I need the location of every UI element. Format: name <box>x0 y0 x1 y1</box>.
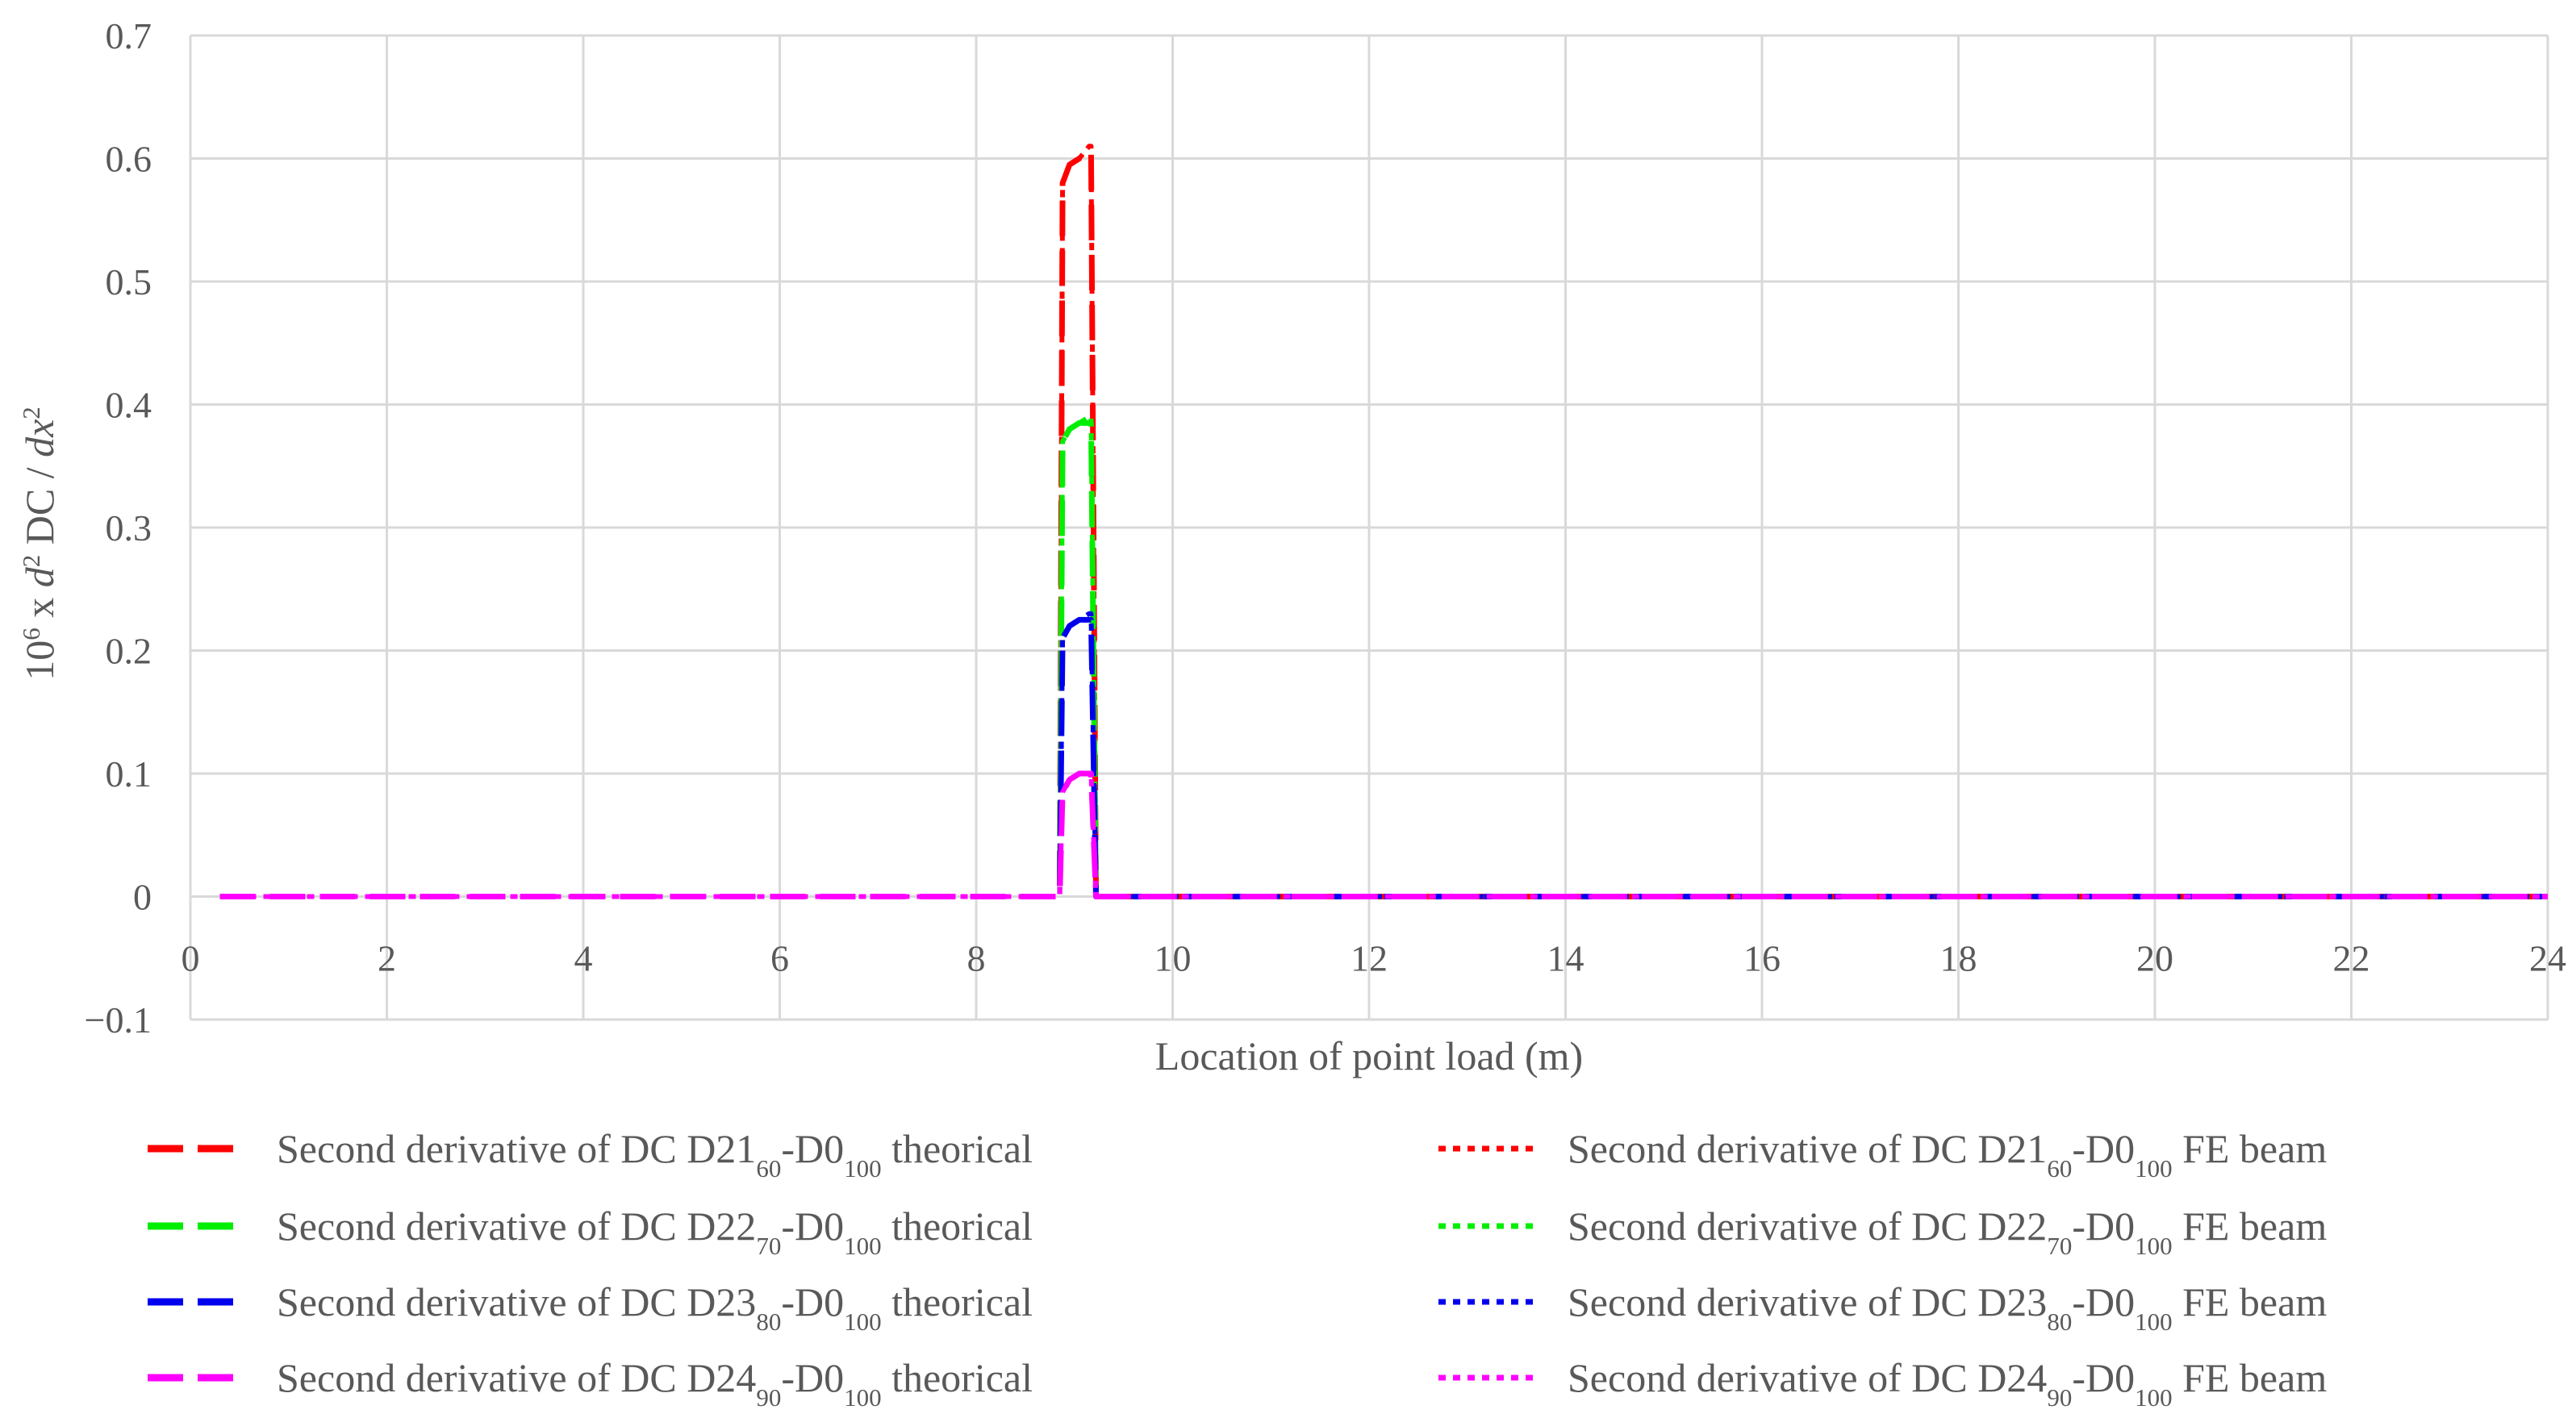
series-lines <box>219 144 2548 899</box>
x-tick-label: 10 <box>1154 938 1192 979</box>
x-tick-label: 8 <box>967 938 986 979</box>
legend-entry-7: Second derivative of DC D2490-D0100 theo… <box>148 1355 1033 1412</box>
y-tick-label: 0.6 <box>106 139 152 180</box>
x-tick-label: 12 <box>1351 938 1388 979</box>
legend-label: Second derivative of DC D2490-D0100 FE b… <box>1568 1355 2327 1412</box>
legend-label: Second derivative of DC D2160-D0100 theo… <box>277 1126 1033 1183</box>
x-tick-label: 6 <box>770 938 789 979</box>
legend-entry-5: Second derivative of DC D2380-D0100 theo… <box>148 1279 1033 1336</box>
y-tick-label: −0.1 <box>85 999 152 1041</box>
y-axis-ticks: 0.7 0.6 0.5 0.4 0.3 0.2 0.1 0 −0.1 <box>85 15 152 1041</box>
legend-label: Second derivative of DC D2380-D0100 theo… <box>277 1279 1033 1336</box>
legend-label: Second derivative of DC D2160-D0100 FE b… <box>1568 1126 2327 1183</box>
legend-entry-4: Second derivative of DC D2270-D0100 FE b… <box>1438 1203 2327 1260</box>
y-tick-label: 0 <box>133 877 152 918</box>
x-tick-label: 2 <box>378 938 396 979</box>
legend-entry-2: Second derivative of DC D2160-D0100 FE b… <box>1438 1126 2327 1183</box>
y-tick-label: 0.4 <box>106 385 152 426</box>
y-axis-title: 106 x d2 DC / dx2 <box>17 407 63 681</box>
x-tick-label: 18 <box>1940 938 1977 979</box>
legend-label: Second derivative of DC D2270-D0100 FE b… <box>1568 1203 2327 1260</box>
legend-entry-8: Second derivative of DC D2490-D0100 FE b… <box>1438 1355 2327 1412</box>
x-tick-label: 0 <box>182 938 200 979</box>
x-tick-label: 4 <box>574 938 593 979</box>
y-tick-label: 0.3 <box>106 507 152 548</box>
legend-label: Second derivative of DC D2380-D0100 FE b… <box>1568 1279 2327 1336</box>
x-axis-ticks: 0 2 4 6 8 10 12 14 16 18 20 22 24 <box>182 938 2567 979</box>
series-line-8 <box>219 771 2548 899</box>
legend-entry-1: Second derivative of DC D2160-D0100 theo… <box>148 1126 1033 1183</box>
x-tick-label: 14 <box>1547 938 1584 979</box>
y-tick-label: 0.1 <box>106 753 152 795</box>
series-line-3 <box>219 419 2548 899</box>
legend-entry-6: Second derivative of DC D2380-D0100 FE b… <box>1438 1279 2327 1336</box>
x-tick-label: 20 <box>2136 938 2173 979</box>
x-tick-label: 24 <box>2529 938 2566 979</box>
y-tick-label: 0.2 <box>106 631 152 672</box>
legend-label: Second derivative of DC D2270-D0100 theo… <box>277 1203 1033 1260</box>
legend-entry-3: Second derivative of DC D2270-D0100 theo… <box>148 1203 1033 1260</box>
y-tick-label: 0.7 <box>106 15 152 56</box>
legend-label: Second derivative of DC D2490-D0100 theo… <box>277 1355 1033 1412</box>
x-axis-title: Location of point load (m) <box>1155 1033 1583 1078</box>
x-tick-label: 22 <box>2333 938 2370 979</box>
x-tick-label: 16 <box>1743 938 1781 979</box>
y-tick-label: 0.5 <box>106 261 152 302</box>
legend: Second derivative of DC D2160-D0100 theo… <box>148 1126 2327 1412</box>
